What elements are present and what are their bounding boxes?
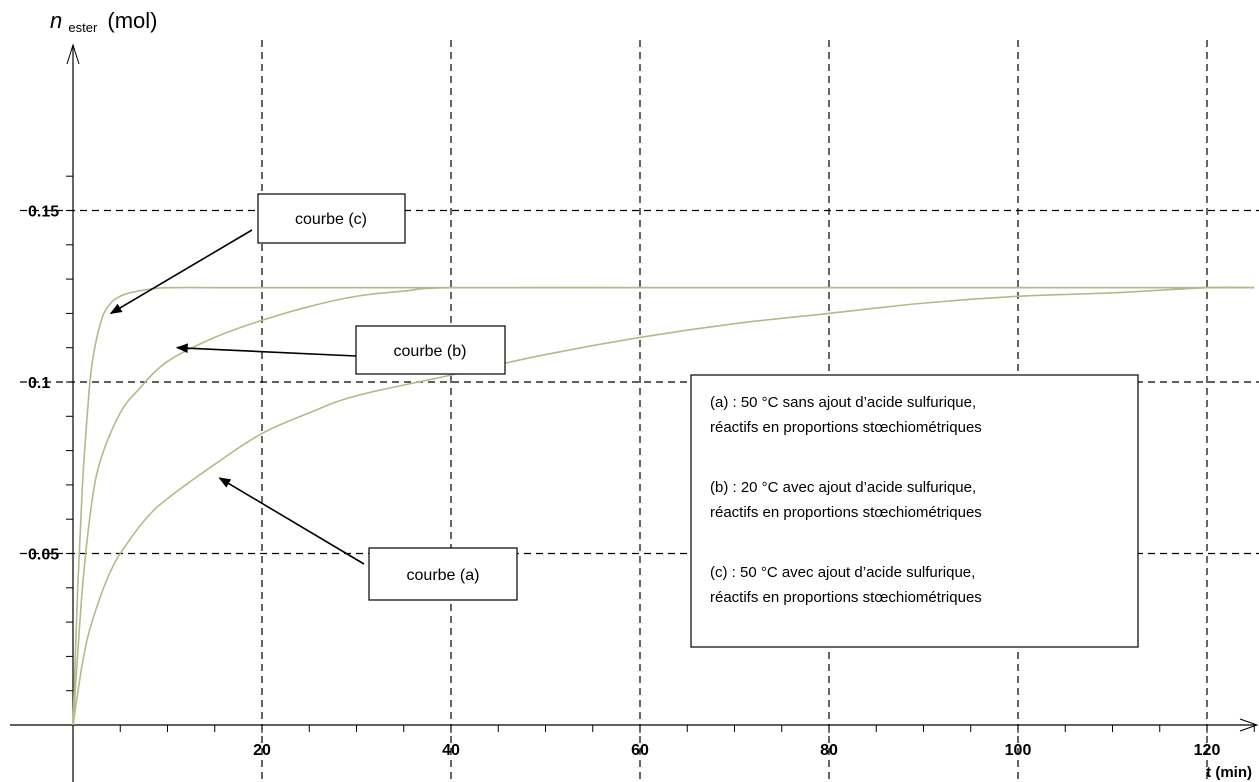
annotation-label: courbe (b) <box>394 343 467 360</box>
annotation-box <box>257 193 406 244</box>
y-tick-label: 0.1 <box>28 375 50 392</box>
x-tick-label: 60 <box>631 742 649 759</box>
y-axis-title-main: n <box>50 8 62 33</box>
x-tick-label: 120 <box>1194 742 1221 759</box>
annotation-label: courbe (c) <box>295 211 367 228</box>
y-axis-arrow <box>66 43 80 65</box>
annotation-box <box>355 325 506 375</box>
annotation-c: courbe (c) <box>109 193 406 315</box>
curves-layer <box>72 286 1255 726</box>
legend-line: réactifs en proportions stœchiométriques <box>710 419 982 436</box>
y-axis-title: n ester (mol) <box>50 8 158 37</box>
x-tick-label: 80 <box>820 742 838 759</box>
annotation-a: courbe (a) <box>218 477 518 601</box>
x-tick-label: 100 <box>1005 742 1032 759</box>
y-axis-title-unit: (mol) <box>107 8 157 33</box>
x-tick-label: 40 <box>442 742 460 759</box>
annotation-label: courbe (a) <box>407 567 480 584</box>
x-tick-label: 20 <box>253 742 271 759</box>
series-line-c <box>72 286 1255 726</box>
annotation-arrow <box>109 229 253 315</box>
legend-line: (c) : 50 °C avec ajout d’acide sulfuriqu… <box>710 564 975 581</box>
annotation-arrow <box>218 477 365 565</box>
y-axis-title-sub: ester <box>68 20 98 35</box>
x-axis-arrow <box>1239 718 1259 732</box>
annotation-b: courbe (b) <box>175 325 506 375</box>
legend-box: (a) : 50 °C sans ajout d’acide sulfuriqu… <box>690 374 1139 648</box>
legend-line: (a) : 50 °C sans ajout d’acide sulfuriqu… <box>710 394 976 411</box>
legend-line: (b) : 20 °C avec ajout d’acide sulfuriqu… <box>710 479 976 496</box>
axes-layer: 20 40 60 80 100 120 0.05 0.1 0.15 <box>10 43 1259 782</box>
y-tick-label: 0.15 <box>28 204 59 221</box>
x-axis-title: t (min) <box>1206 764 1252 781</box>
svg-text:n ester (mol): n ester (mol) <box>50 8 158 37</box>
annotations-layer: courbe (c) courbe (b) courbe (a) <box>109 193 518 601</box>
annotation-box <box>368 547 518 601</box>
annotation-arrow <box>175 343 357 357</box>
series-line-a <box>72 286 1255 726</box>
legend-line: réactifs en proportions stœchiométriques <box>710 589 982 606</box>
legend-line: réactifs en proportions stœchiométriques <box>710 504 982 521</box>
y-tick-label: 0.05 <box>28 547 59 564</box>
